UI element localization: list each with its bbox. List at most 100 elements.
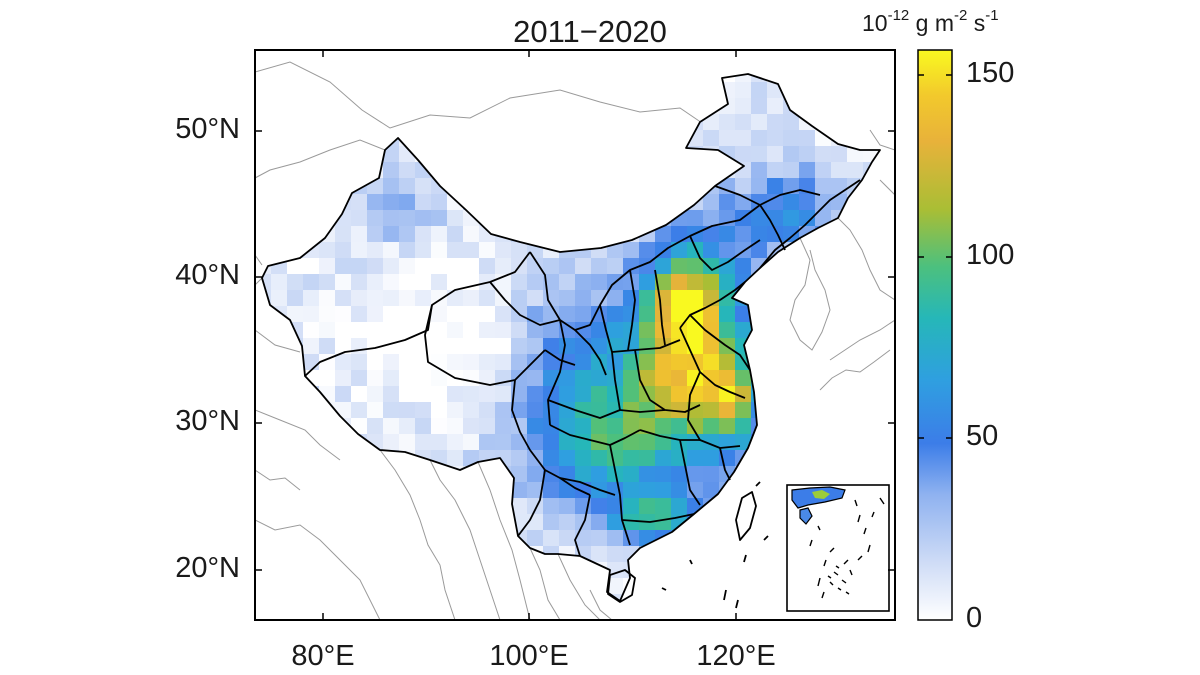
grid-cell	[543, 402, 560, 419]
grid-cell	[543, 498, 560, 515]
grid-cell	[511, 402, 528, 419]
grid-cell	[399, 242, 416, 259]
grid-cell	[367, 370, 384, 387]
grid-cell	[399, 194, 416, 211]
grid-cell	[591, 338, 608, 355]
grid-cell	[623, 434, 640, 451]
grid-cell	[719, 130, 736, 147]
grid-cell	[399, 178, 416, 195]
grid-cell	[671, 322, 688, 339]
grid-cell	[575, 306, 592, 323]
colorbar-label-150: 150	[966, 57, 1015, 89]
grid-cell	[559, 386, 576, 403]
grid-cell	[511, 482, 528, 499]
grid-cell	[447, 386, 464, 403]
grid-cell	[431, 242, 448, 259]
grid-cell	[655, 226, 672, 243]
grid-cell	[591, 530, 608, 547]
grid-cell	[719, 178, 736, 195]
grid-cell	[735, 418, 752, 435]
grid-cell	[575, 274, 592, 291]
grid-cell	[543, 434, 560, 451]
grid-cell	[351, 402, 368, 419]
grid-cell	[511, 354, 528, 371]
grid-cell	[415, 386, 432, 403]
grid-cell	[559, 434, 576, 451]
grid-cell	[591, 466, 608, 483]
grid-cell	[383, 178, 400, 195]
grid-cell	[367, 290, 384, 307]
grid-cell	[511, 498, 528, 515]
grid-cell	[399, 226, 416, 243]
grid-cell	[703, 274, 720, 291]
grid-cell	[751, 210, 768, 227]
grid-cell	[399, 322, 416, 339]
grid-cell	[383, 354, 400, 371]
grid-cell	[399, 402, 416, 419]
grid-cell	[687, 450, 704, 467]
grid-cell	[703, 402, 720, 419]
grid-cell	[799, 194, 816, 211]
grid-cell	[415, 210, 432, 227]
grid-cell	[591, 546, 608, 563]
grid-cell	[591, 354, 608, 371]
lon-label-120e: 120°E	[696, 640, 776, 672]
grid-cell	[351, 290, 368, 307]
grid-cell	[559, 530, 576, 547]
grid-cell	[511, 242, 528, 259]
grid-cell	[559, 370, 576, 387]
grid-cell	[543, 338, 560, 355]
grid-cell	[543, 450, 560, 467]
grid-cell	[751, 130, 768, 147]
grid-cell	[415, 306, 432, 323]
grid-cell	[655, 466, 672, 483]
grid-cell	[431, 322, 448, 339]
grid-cell	[751, 146, 768, 163]
grid-cell	[527, 274, 544, 291]
grid-cell	[431, 210, 448, 227]
grid-cell	[719, 226, 736, 243]
grid-cell	[543, 514, 560, 531]
grid-cell	[591, 418, 608, 435]
grid-cell	[735, 402, 752, 419]
grid-cell	[463, 306, 480, 323]
grid-cell	[415, 226, 432, 243]
grid-cell	[671, 226, 688, 243]
grid-cell	[543, 258, 560, 275]
grid-cell	[671, 386, 688, 403]
grid-cell	[415, 242, 432, 259]
grid-cell	[639, 322, 656, 339]
grid-cell	[447, 274, 464, 291]
grid-cell	[447, 450, 464, 467]
grid-cell	[447, 354, 464, 371]
grid-cell	[783, 210, 800, 227]
grid-cell	[703, 194, 720, 211]
grid-cell	[655, 450, 672, 467]
grid-cell	[607, 578, 624, 595]
grid-cell	[735, 130, 752, 147]
grid-cell	[463, 338, 480, 355]
grid-cell	[303, 322, 320, 339]
grid-cell	[591, 386, 608, 403]
grid-cell	[351, 370, 368, 387]
grid-cell	[719, 322, 736, 339]
grid-cell	[415, 434, 432, 451]
grid-cell	[607, 322, 624, 339]
grid-cell	[815, 162, 832, 179]
grid-cell	[639, 498, 656, 515]
grid-cell	[511, 290, 528, 307]
grid-cell	[383, 242, 400, 259]
grid-cell	[783, 114, 800, 131]
grid-cell	[527, 482, 544, 499]
grid-cell	[383, 162, 400, 179]
grid-cell	[623, 370, 640, 387]
grid-cell	[735, 146, 752, 163]
grid-cell	[399, 290, 416, 307]
grid-cell	[735, 114, 752, 131]
grid-cell	[639, 450, 656, 467]
grid-cell	[751, 82, 768, 99]
grid-cell	[575, 450, 592, 467]
grid-cell	[575, 466, 592, 483]
grid-cell	[447, 306, 464, 323]
